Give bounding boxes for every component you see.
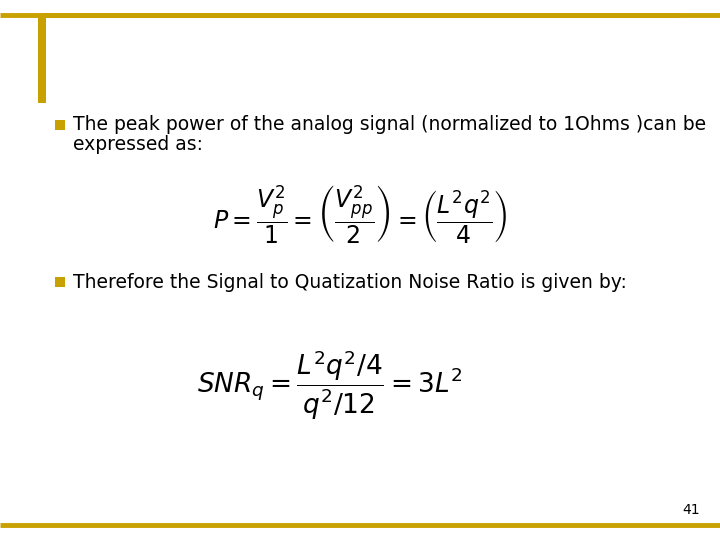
- Text: $P=\dfrac{V_{p}^{2}}{1}=\left(\dfrac{V_{pp}^{2}}{2}\right)=\left(\dfrac{L^{2}q^{: $P=\dfrac{V_{p}^{2}}{1}=\left(\dfrac{V_{…: [213, 184, 507, 247]
- Text: Therefore the Signal to Quatization Noise Ratio is given by:: Therefore the Signal to Quatization Nois…: [73, 273, 627, 292]
- Text: expressed as:: expressed as:: [73, 134, 203, 153]
- Text: The peak power of the analog signal (normalized to 1Ohms )can be: The peak power of the analog signal (nor…: [73, 114, 706, 133]
- Text: 41: 41: [683, 503, 700, 517]
- Bar: [55, 277, 65, 287]
- Bar: [38, 15, 46, 103]
- Bar: [55, 120, 65, 130]
- Text: $\mathit{SNR}_{q}=\dfrac{L^{2}q^{2}/4}{q^{2}/12}=3L^{2}$: $\mathit{SNR}_{q}=\dfrac{L^{2}q^{2}/4}{q…: [197, 348, 463, 422]
